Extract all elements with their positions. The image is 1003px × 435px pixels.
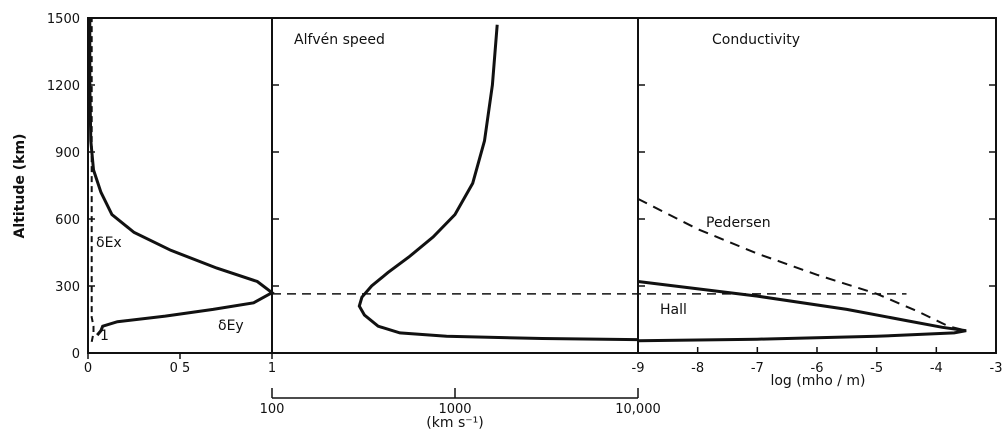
series-hall-line <box>637 280 967 343</box>
conductivity-x-ticks: -9 -8 -7 -6 -5 -4 -3 <box>632 347 1003 376</box>
alfven-x-label: (km s⁻¹) <box>426 415 483 431</box>
annotation-one: 1 <box>100 328 109 344</box>
plot-frame <box>87 17 997 354</box>
y-tick-label: 900 <box>55 146 80 161</box>
conductivity-x-label: log (mho / m) <box>770 373 865 389</box>
conductivity-x-tick-label: -7 <box>751 361 764 376</box>
y-tick-label: 300 <box>55 280 80 295</box>
panel1-x-tick-label: 0 5 <box>170 361 191 376</box>
conductivity-x-tick-label: -8 <box>691 361 704 376</box>
series-delta-ex-line <box>90 18 95 342</box>
alfven-panel-title: Alfvén speed <box>294 32 385 48</box>
series-alfven-speed-line <box>357 24 639 342</box>
conductivity-x-tick-label: -6 <box>811 361 824 376</box>
y-tick-label: 0 <box>72 347 80 362</box>
conductivity-x-tick-label: -4 <box>930 361 943 376</box>
alfven-x-tick-label: 10,000 <box>615 402 661 417</box>
conductivity-x-tick-label: -9 <box>632 361 645 376</box>
conductivity-x-tick-label: -5 <box>870 361 883 376</box>
series-pedersen-line <box>637 198 967 332</box>
alfven-x-tick-label: 1000 <box>438 402 471 417</box>
panel1-x-ticks: 0 0 5 1 <box>84 353 276 376</box>
annotation-pedersen: Pedersen <box>706 215 771 231</box>
y-axis-label: Altitude (km) <box>12 134 28 239</box>
series-delta-ey-line <box>88 18 275 337</box>
y-tick-label: 1500 <box>47 12 80 27</box>
panel1-x-tick-label: 1 <box>268 361 276 376</box>
annotation-delta-ey: δEy <box>218 318 244 334</box>
annotation-hall: Hall <box>660 302 687 318</box>
y-tick-label: 1200 <box>47 79 80 94</box>
y-tick-label: 600 <box>55 213 80 228</box>
conductivity-x-tick-label: -3 <box>990 361 1003 376</box>
alfven-x-ticks: 100 1000 10,000 <box>260 388 661 417</box>
panel1-x-tick-label: 0 <box>84 361 92 376</box>
annotation-delta-ex: δEx <box>96 235 122 251</box>
conductivity-panel-title: Conductivity <box>712 32 800 48</box>
alfven-x-tick-label: 100 <box>260 402 285 417</box>
